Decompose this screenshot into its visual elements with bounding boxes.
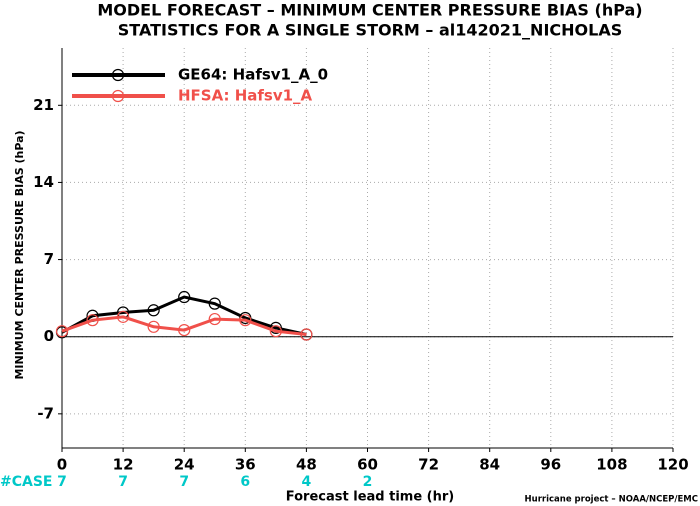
series-marker [178,323,191,337]
series-marker [269,325,282,338]
y-tick-label: -7 [37,404,54,422]
case-count: 7 [118,474,128,490]
series-marker [178,290,191,304]
case-count: 7 [179,474,189,490]
x-tick-label: 72 [418,456,439,474]
x-tick-label: 0 [57,456,67,474]
x-tick-label: 120 [657,456,688,474]
y-tick-label: 21 [33,96,54,114]
series-marker [147,320,160,333]
series-marker [239,314,252,327]
legend-marker [111,68,125,82]
case-count: 4 [302,474,312,490]
series-marker [208,312,221,326]
x-tick-label: 96 [540,456,561,474]
series-marker [300,328,313,341]
x-tick-label: 12 [113,456,134,474]
x-axis-label: Forecast lead time (hr) [286,490,454,505]
case-count: 7 [57,474,67,490]
x-tick-label: 24 [174,456,195,474]
series-marker [116,310,130,323]
chart-subtitle: STATISTICS FOR A SINGLE STORM – al142021… [118,21,622,40]
series-marker [86,314,99,327]
case-count: 2 [363,474,373,490]
x-tick-label: 84 [479,456,500,474]
x-tick-label: 108 [596,456,627,474]
case-label: #CASE [0,474,53,490]
legend-label: HFSA: Hafsv1_A [178,87,313,105]
case-count: 6 [240,474,250,490]
legend-marker [111,89,125,103]
credit: Hurricane project – NOAA/NCEP/EMC [525,495,698,505]
x-tick-label: 48 [296,456,317,474]
y-tick-label: 0 [44,327,54,345]
y-tick-label: 14 [33,173,54,191]
series-line [61,295,307,336]
series-marker [208,297,221,310]
series-marker [55,325,69,338]
x-tick-label: 36 [235,456,256,474]
y-axis-label: MINIMUM CENTER PRESSURE BIAS (hPa) [13,130,26,379]
legend-label: GE64: Hafsv1_A_0 [178,66,328,84]
chart-title: MODEL FORECAST – MINIMUM CENTER PRESSURE… [97,1,642,20]
x-tick-label: 60 [357,456,378,474]
series-line [61,315,307,336]
series-marker [147,304,160,317]
y-tick-label: 7 [44,250,54,268]
